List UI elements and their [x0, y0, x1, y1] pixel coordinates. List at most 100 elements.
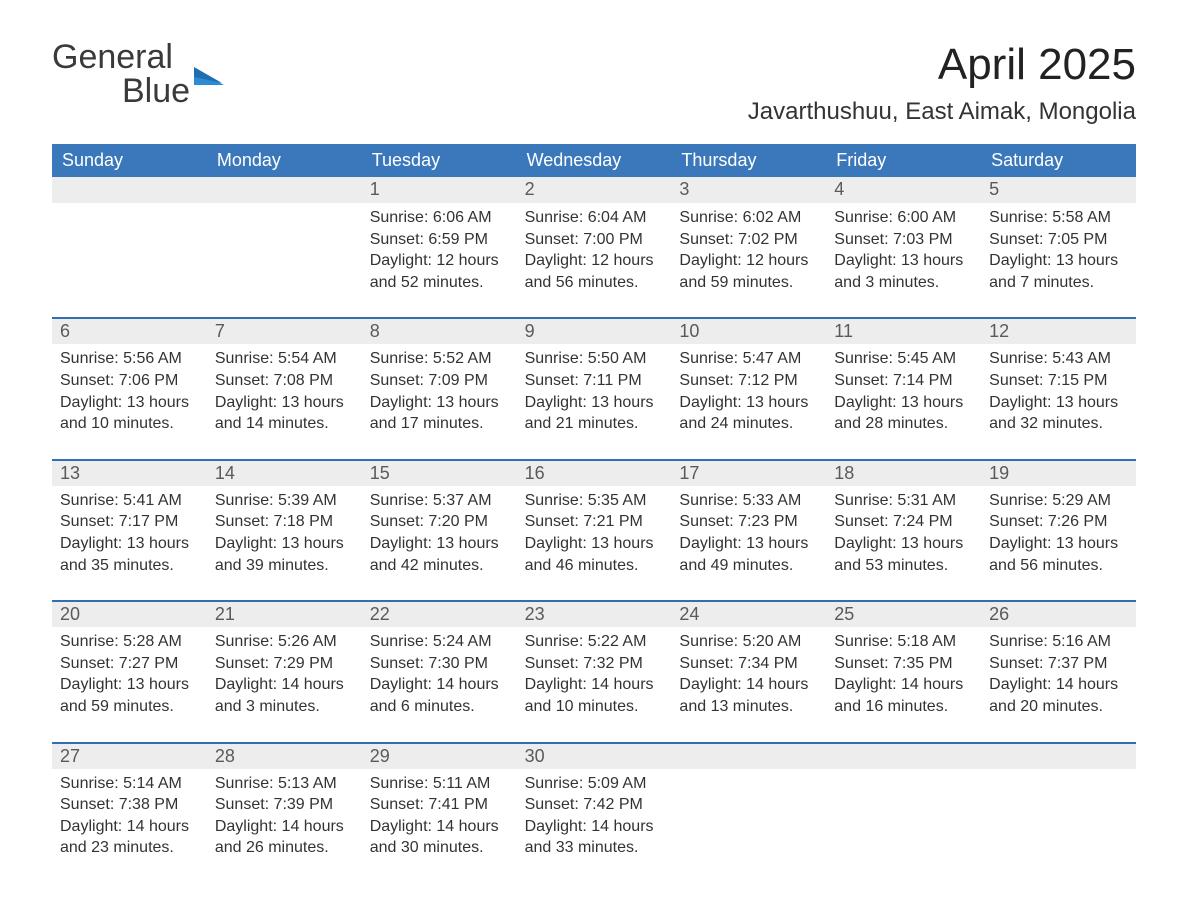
- daylight-text: Daylight: 14 hours and 23 minutes.: [60, 816, 199, 859]
- day-cell: Sunrise: 5:52 AMSunset: 7:09 PMDaylight:…: [362, 344, 517, 458]
- brand-word-2: Blue: [122, 72, 190, 110]
- sunrise-text: Sunrise: 5:14 AM: [60, 773, 199, 795]
- day-cell: Sunrise: 5:31 AMSunset: 7:24 PMDaylight:…: [826, 486, 981, 600]
- flag-icon: [194, 63, 224, 85]
- day-number: 28: [207, 742, 362, 769]
- daylight-text: Daylight: 14 hours and 6 minutes.: [370, 674, 509, 717]
- day-cell: Sunrise: 5:37 AMSunset: 7:20 PMDaylight:…: [362, 486, 517, 600]
- sunset-text: Sunset: 7:17 PM: [60, 511, 199, 533]
- sunrise-text: Sunrise: 6:00 AM: [834, 207, 973, 229]
- day-cell: Sunrise: 5:33 AMSunset: 7:23 PMDaylight:…: [671, 486, 826, 600]
- sunrise-text: Sunrise: 5:41 AM: [60, 490, 199, 512]
- sunset-text: Sunset: 7:12 PM: [679, 370, 818, 392]
- sunset-text: Sunset: 7:11 PM: [525, 370, 664, 392]
- dow-header: Monday: [207, 144, 362, 177]
- daylight-text: Daylight: 13 hours and 35 minutes.: [60, 533, 199, 576]
- day-cell: Sunrise: 5:09 AMSunset: 7:42 PMDaylight:…: [517, 769, 672, 883]
- day-cell: Sunrise: 5:54 AMSunset: 7:08 PMDaylight:…: [207, 344, 362, 458]
- sunrise-text: Sunrise: 5:52 AM: [370, 348, 509, 370]
- sunset-text: Sunset: 7:15 PM: [989, 370, 1128, 392]
- sunrise-text: Sunrise: 5:09 AM: [525, 773, 664, 795]
- day-cell: [671, 769, 826, 883]
- day-number: 5: [981, 177, 1136, 203]
- sunrise-text: Sunrise: 5:13 AM: [215, 773, 354, 795]
- daylight-text: Daylight: 14 hours and 20 minutes.: [989, 674, 1128, 717]
- sunset-text: Sunset: 7:26 PM: [989, 511, 1128, 533]
- sunrise-text: Sunrise: 5:58 AM: [989, 207, 1128, 229]
- sunrise-text: Sunrise: 6:06 AM: [370, 207, 509, 229]
- sunrise-text: Sunrise: 5:37 AM: [370, 490, 509, 512]
- day-cell: Sunrise: 5:28 AMSunset: 7:27 PMDaylight:…: [52, 627, 207, 741]
- day-cell: Sunrise: 5:22 AMSunset: 7:32 PMDaylight:…: [517, 627, 672, 741]
- daylight-text: Daylight: 14 hours and 26 minutes.: [215, 816, 354, 859]
- page-subtitle: Javarthushuu, East Aimak, Mongolia: [748, 98, 1136, 126]
- daylight-text: Daylight: 14 hours and 13 minutes.: [679, 674, 818, 717]
- day-cell: Sunrise: 6:04 AMSunset: 7:00 PMDaylight:…: [517, 203, 672, 317]
- day-number: 21: [207, 600, 362, 627]
- daylight-text: Daylight: 14 hours and 16 minutes.: [834, 674, 973, 717]
- sunset-text: Sunset: 7:23 PM: [679, 511, 818, 533]
- sunrise-text: Sunrise: 5:29 AM: [989, 490, 1128, 512]
- daylight-text: Daylight: 13 hours and 28 minutes.: [834, 392, 973, 435]
- daylight-text: Daylight: 13 hours and 42 minutes.: [370, 533, 509, 576]
- daylight-text: Daylight: 13 hours and 56 minutes.: [989, 533, 1128, 576]
- day-cell: Sunrise: 5:29 AMSunset: 7:26 PMDaylight:…: [981, 486, 1136, 600]
- day-cell: Sunrise: 5:45 AMSunset: 7:14 PMDaylight:…: [826, 344, 981, 458]
- day-number: 22: [362, 600, 517, 627]
- dow-header: Sunday: [52, 144, 207, 177]
- calendar-grid: Sunday Monday Tuesday Wednesday Thursday…: [52, 144, 1136, 883]
- page-title: April 2025: [748, 40, 1136, 90]
- day-number: 14: [207, 459, 362, 486]
- daylight-text: Daylight: 14 hours and 10 minutes.: [525, 674, 664, 717]
- day-cell: Sunrise: 5:14 AMSunset: 7:38 PMDaylight:…: [52, 769, 207, 883]
- day-number: 13: [52, 459, 207, 486]
- day-cell: Sunrise: 5:50 AMSunset: 7:11 PMDaylight:…: [517, 344, 672, 458]
- day-number: 19: [981, 459, 1136, 486]
- sunrise-text: Sunrise: 5:16 AM: [989, 631, 1128, 653]
- sunset-text: Sunset: 7:39 PM: [215, 794, 354, 816]
- sunrise-text: Sunrise: 6:04 AM: [525, 207, 664, 229]
- day-number: 18: [826, 459, 981, 486]
- brand-text: General Blue: [52, 40, 190, 108]
- sunset-text: Sunset: 7:24 PM: [834, 511, 973, 533]
- day-number: 1: [362, 177, 517, 203]
- sunrise-text: Sunrise: 5:20 AM: [679, 631, 818, 653]
- day-number: 29: [362, 742, 517, 769]
- daylight-text: Daylight: 14 hours and 3 minutes.: [215, 674, 354, 717]
- daylight-text: Daylight: 13 hours and 46 minutes.: [525, 533, 664, 576]
- daylight-text: Daylight: 12 hours and 56 minutes.: [525, 250, 664, 293]
- day-number: 3: [671, 177, 826, 203]
- daylight-text: Daylight: 12 hours and 59 minutes.: [679, 250, 818, 293]
- sunset-text: Sunset: 7:42 PM: [525, 794, 664, 816]
- day-cell: Sunrise: 5:18 AMSunset: 7:35 PMDaylight:…: [826, 627, 981, 741]
- day-cell: [52, 203, 207, 317]
- day-cell: Sunrise: 5:56 AMSunset: 7:06 PMDaylight:…: [52, 344, 207, 458]
- daylight-text: Daylight: 13 hours and 24 minutes.: [679, 392, 818, 435]
- day-number: 27: [52, 742, 207, 769]
- daylight-text: Daylight: 13 hours and 39 minutes.: [215, 533, 354, 576]
- day-number: [826, 742, 981, 769]
- sunrise-text: Sunrise: 5:54 AM: [215, 348, 354, 370]
- daylight-text: Daylight: 13 hours and 49 minutes.: [679, 533, 818, 576]
- sunrise-text: Sunrise: 6:02 AM: [679, 207, 818, 229]
- day-number: 24: [671, 600, 826, 627]
- dow-header: Saturday: [981, 144, 1136, 177]
- sunrise-text: Sunrise: 5:33 AM: [679, 490, 818, 512]
- day-cell: Sunrise: 6:06 AMSunset: 6:59 PMDaylight:…: [362, 203, 517, 317]
- brand-logo: General Blue: [52, 40, 224, 108]
- day-number: [671, 742, 826, 769]
- day-number: 25: [826, 600, 981, 627]
- day-number: [207, 177, 362, 203]
- sunrise-text: Sunrise: 5:56 AM: [60, 348, 199, 370]
- sunset-text: Sunset: 7:37 PM: [989, 653, 1128, 675]
- sunset-text: Sunset: 7:03 PM: [834, 229, 973, 251]
- dow-header: Tuesday: [362, 144, 517, 177]
- day-number: 11: [826, 317, 981, 344]
- daylight-text: Daylight: 13 hours and 21 minutes.: [525, 392, 664, 435]
- sunrise-text: Sunrise: 5:47 AM: [679, 348, 818, 370]
- day-number: [52, 177, 207, 203]
- dow-header: Thursday: [671, 144, 826, 177]
- daylight-text: Daylight: 13 hours and 10 minutes.: [60, 392, 199, 435]
- sunset-text: Sunset: 7:30 PM: [370, 653, 509, 675]
- day-number: 30: [517, 742, 672, 769]
